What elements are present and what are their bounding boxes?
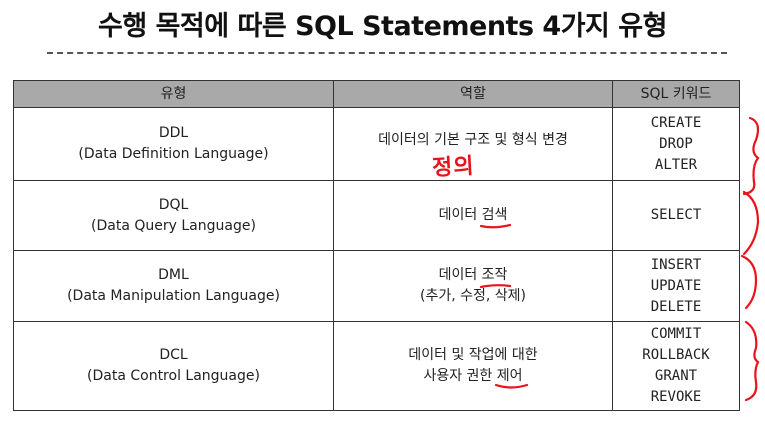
bracket-dcl: [744, 320, 760, 402]
keyword: ALTER: [654, 156, 698, 173]
table-row: DDL (Data Definition Language) 데이터의 기본 구…: [13, 107, 740, 181]
type-full-name: (Data Definition Language): [78, 146, 269, 162]
keyword: ROLLBACK: [642, 347, 710, 363]
page-title: 수행 목적에 따른 SQL Statements 4가지 유형: [98, 11, 667, 42]
bracket-dql: [742, 190, 760, 256]
table-row: DML (Data Manipulation Language) 데이터 조작 …: [13, 250, 740, 322]
keyword: COMMIT: [650, 326, 702, 342]
type-cell: DCL (Data Control Language): [13, 321, 334, 411]
role-keyword: 검색: [481, 207, 508, 223]
red-underline-mark: [494, 383, 528, 389]
type-abbr: DQL: [158, 196, 189, 213]
keywords-cell: SELECT: [612, 180, 740, 251]
role-highlight: 조작: [479, 265, 511, 289]
dashed-divider: [47, 52, 727, 54]
type-cell: DML (Data Manipulation Language): [13, 250, 334, 322]
keywords-cell: COMMIT ROLLBACK GRANT REVOKE: [612, 321, 740, 411]
bracket-ddl: [742, 116, 760, 196]
role-cell: 데이터의 기본 구조 및 형식 변경: [333, 107, 613, 181]
handwritten-annotation: 정의: [431, 153, 476, 182]
role-text: 사용자 권한: [423, 368, 497, 384]
keyword: CREATE: [650, 114, 702, 131]
keywords-cell: INSERT UPDATE DELETE: [612, 250, 740, 322]
keywords-cell: CREATE DROP ALTER: [612, 107, 740, 181]
keyword: UPDATE: [650, 277, 702, 294]
type-abbr: DCL: [159, 347, 188, 363]
type-cell: DQL (Data Query Language): [13, 180, 334, 251]
table-header-row: 유형 역할 SQL 키워드: [13, 80, 740, 108]
keyword: SELECT: [650, 207, 702, 223]
role-highlight: 검색: [479, 205, 511, 229]
role-text: 데이터 및 작업에 대한: [408, 347, 538, 363]
role-detail: (추가, 수정, 삭제): [419, 288, 526, 304]
keyword: DELETE: [650, 298, 702, 315]
keyword: INSERT: [650, 256, 702, 273]
header-role: 역할: [333, 80, 613, 108]
role-cell: 데이터 검색: [333, 180, 613, 251]
role-keyword: 제어: [496, 368, 523, 384]
table-row: DQL (Data Query Language) 데이터 검색 SELECT: [13, 180, 740, 251]
header-keywords: SQL 키워드: [612, 80, 740, 108]
header-type: 유형: [13, 80, 334, 108]
role-cell: 데이터 및 작업에 대한 사용자 권한 제어: [333, 321, 613, 411]
role-cell: 데이터 조작 (추가, 수정, 삭제): [333, 250, 613, 322]
red-underline-mark: [479, 223, 511, 229]
role-text: 데이터: [438, 267, 482, 283]
role-text: 데이터: [438, 207, 482, 223]
type-abbr: DML: [158, 267, 189, 283]
red-underline-mark: [479, 284, 511, 289]
role-highlight: 제어: [494, 366, 528, 389]
keyword: REVOKE: [650, 389, 702, 405]
sql-statements-table: 유형 역할 SQL 키워드 DDL (Data Definition Langu…: [13, 80, 740, 411]
keyword: GRANT: [654, 368, 698, 384]
keyword: DROP: [659, 135, 693, 152]
type-abbr: DDL: [158, 125, 189, 141]
role-keyword: 조작: [481, 267, 508, 283]
table-row: DCL (Data Control Language) 데이터 및 작업에 대한…: [13, 321, 740, 411]
red-bracket-marks: [740, 116, 760, 402]
role-text: 데이터의 기본 구조 및 형식 변경: [378, 131, 568, 148]
type-full-name: (Data Query Language): [91, 217, 256, 234]
type-cell: DDL (Data Definition Language): [13, 107, 334, 181]
bracket-dml: [740, 254, 758, 310]
type-full-name: (Data Manipulation Language): [67, 288, 280, 304]
type-full-name: (Data Control Language): [87, 368, 260, 384]
